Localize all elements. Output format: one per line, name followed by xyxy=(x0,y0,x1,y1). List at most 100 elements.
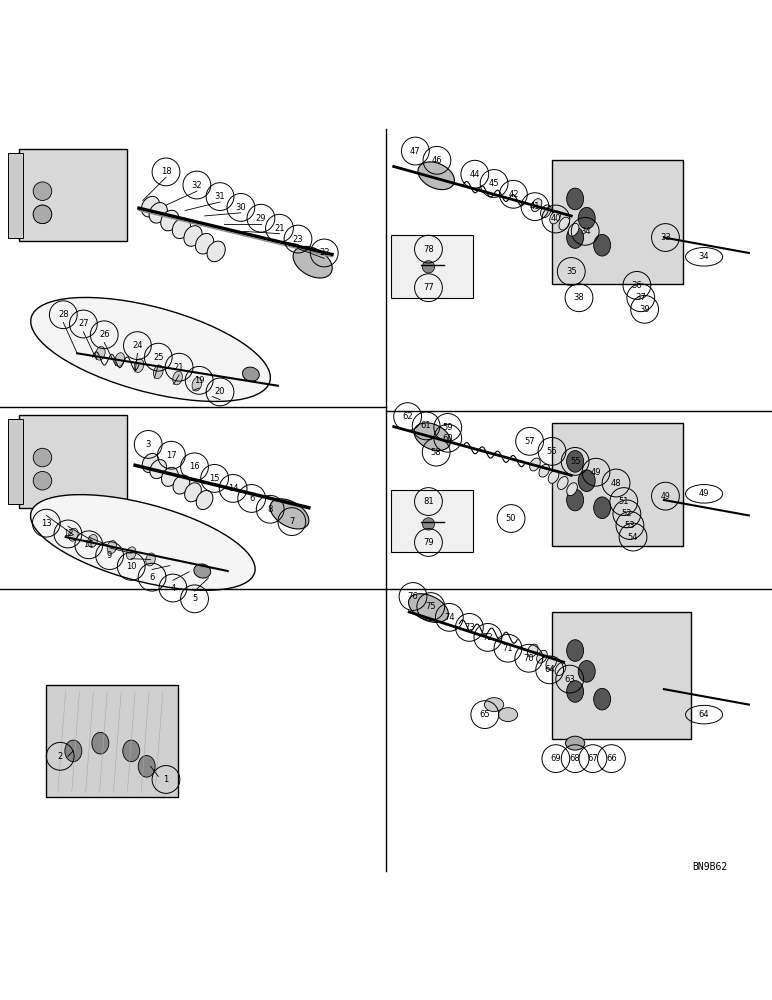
Text: 52: 52 xyxy=(621,509,632,518)
Ellipse shape xyxy=(557,477,568,489)
Ellipse shape xyxy=(414,423,451,451)
Text: 31: 31 xyxy=(215,192,225,201)
Text: 21: 21 xyxy=(174,363,185,372)
Ellipse shape xyxy=(567,451,584,472)
Ellipse shape xyxy=(149,203,168,223)
Ellipse shape xyxy=(565,736,584,750)
Text: 35: 35 xyxy=(566,267,577,276)
Text: 75: 75 xyxy=(425,602,436,611)
Text: 27: 27 xyxy=(78,319,89,328)
Ellipse shape xyxy=(527,644,538,657)
Text: 67: 67 xyxy=(587,754,598,763)
Ellipse shape xyxy=(540,205,551,218)
Ellipse shape xyxy=(184,226,202,246)
Ellipse shape xyxy=(161,210,179,231)
Text: 17: 17 xyxy=(166,451,177,460)
Text: 2: 2 xyxy=(58,752,63,761)
Text: 29: 29 xyxy=(256,214,266,223)
Polygon shape xyxy=(8,419,23,504)
Text: 19: 19 xyxy=(194,376,205,385)
Circle shape xyxy=(33,182,52,200)
Ellipse shape xyxy=(594,234,611,256)
Text: 1: 1 xyxy=(164,775,168,784)
Text: 9: 9 xyxy=(107,551,112,560)
Text: 26: 26 xyxy=(99,330,110,339)
Text: 44: 44 xyxy=(469,170,480,179)
Text: 62: 62 xyxy=(402,412,413,421)
Ellipse shape xyxy=(594,688,611,710)
Text: 61: 61 xyxy=(421,421,432,430)
Ellipse shape xyxy=(96,347,105,360)
Ellipse shape xyxy=(567,640,584,661)
Text: 59: 59 xyxy=(442,423,453,432)
Text: 65: 65 xyxy=(479,710,490,719)
Text: 63: 63 xyxy=(564,675,575,684)
Text: 18: 18 xyxy=(161,167,171,176)
Ellipse shape xyxy=(31,297,270,401)
Ellipse shape xyxy=(207,241,225,262)
Ellipse shape xyxy=(141,196,160,217)
Ellipse shape xyxy=(567,489,584,511)
Text: 24: 24 xyxy=(132,341,143,350)
Text: 50: 50 xyxy=(506,514,516,523)
Text: 49: 49 xyxy=(591,468,601,477)
Text: 49: 49 xyxy=(699,489,709,498)
FancyBboxPatch shape xyxy=(552,612,691,739)
Ellipse shape xyxy=(150,460,167,479)
Text: 12: 12 xyxy=(63,529,73,538)
Text: 57: 57 xyxy=(524,437,535,446)
Text: 41: 41 xyxy=(530,202,540,211)
Circle shape xyxy=(33,471,52,490)
Text: 7: 7 xyxy=(290,517,294,526)
Ellipse shape xyxy=(242,367,259,381)
Text: 6: 6 xyxy=(249,494,254,503)
Text: 36: 36 xyxy=(631,281,642,290)
Text: 5: 5 xyxy=(192,594,197,603)
Ellipse shape xyxy=(555,663,566,676)
Ellipse shape xyxy=(546,656,557,669)
Text: 8: 8 xyxy=(268,505,273,514)
Text: 76: 76 xyxy=(408,592,418,601)
Ellipse shape xyxy=(31,495,255,590)
Ellipse shape xyxy=(172,218,191,239)
Ellipse shape xyxy=(567,483,577,496)
Ellipse shape xyxy=(567,681,584,702)
Text: 34: 34 xyxy=(580,227,591,236)
Ellipse shape xyxy=(578,661,595,682)
Text: 48: 48 xyxy=(611,479,621,488)
Text: 10: 10 xyxy=(126,562,137,571)
Text: 47: 47 xyxy=(410,147,421,156)
Text: 77: 77 xyxy=(423,283,434,292)
Ellipse shape xyxy=(115,353,124,366)
Ellipse shape xyxy=(531,199,542,212)
Ellipse shape xyxy=(127,547,136,560)
FancyBboxPatch shape xyxy=(46,685,178,797)
Ellipse shape xyxy=(92,732,109,754)
Text: 11: 11 xyxy=(83,540,94,549)
Ellipse shape xyxy=(567,227,584,248)
Ellipse shape xyxy=(88,534,97,547)
Text: 30: 30 xyxy=(235,203,246,212)
Text: 72: 72 xyxy=(482,633,493,642)
Text: 34: 34 xyxy=(699,252,709,261)
Ellipse shape xyxy=(418,162,455,190)
Text: 78: 78 xyxy=(423,245,434,254)
Ellipse shape xyxy=(548,470,559,483)
Text: 66: 66 xyxy=(606,754,617,763)
Ellipse shape xyxy=(173,475,190,494)
Text: 49: 49 xyxy=(661,492,670,501)
Text: 13: 13 xyxy=(41,519,52,528)
Ellipse shape xyxy=(499,708,517,722)
Text: 46: 46 xyxy=(432,156,442,165)
Ellipse shape xyxy=(185,483,201,502)
Text: BN9B62: BN9B62 xyxy=(692,862,728,872)
Ellipse shape xyxy=(146,553,155,566)
Text: 6: 6 xyxy=(150,573,154,582)
Ellipse shape xyxy=(161,467,178,486)
Ellipse shape xyxy=(138,756,155,777)
FancyBboxPatch shape xyxy=(19,415,127,508)
Text: 81: 81 xyxy=(423,497,434,506)
Text: 74: 74 xyxy=(444,613,455,622)
Text: 40: 40 xyxy=(550,214,561,223)
Text: 54: 54 xyxy=(628,533,638,542)
